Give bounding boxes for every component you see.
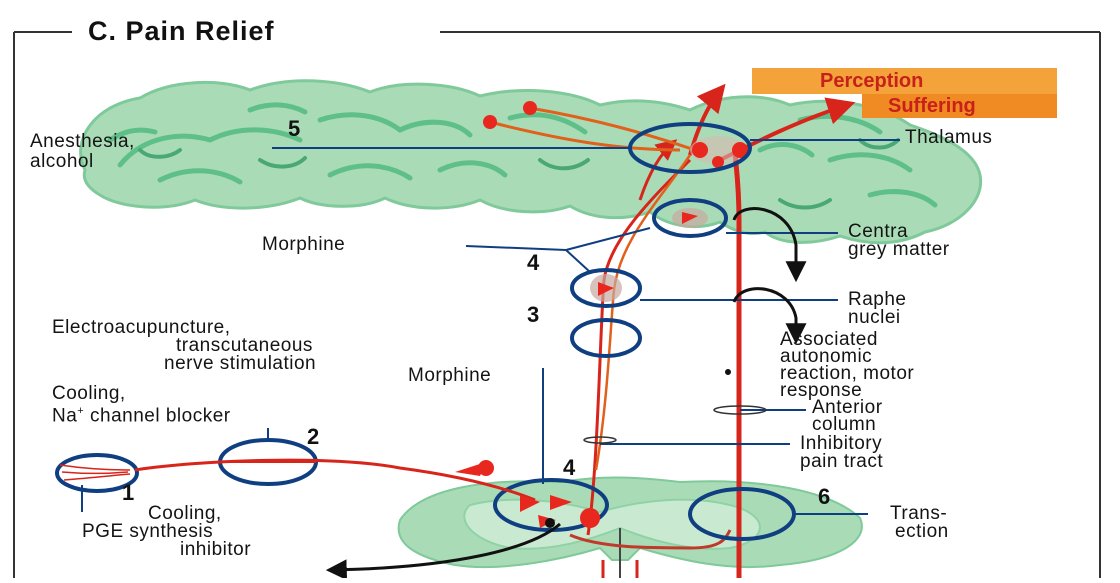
number-6: 6 [818,484,830,510]
spinal-cord-section [399,478,862,579]
diagram-title: C. Pain Relief [82,16,281,47]
na-text: Na [52,405,77,426]
cooling-na-label-line2: Na+ channel blocker [52,402,231,425]
channel-blocker-text: channel blocker [84,405,230,426]
anterior-column-label-line2: column [812,415,876,434]
grey-matter-clusters [590,208,708,302]
anesthesia-label-line1: Anesthesia, [30,132,135,151]
thalamus-label: Thalamus [905,128,992,147]
number-4-lower: 4 [563,455,575,481]
transection-label-line2: ection [895,522,949,541]
number-5: 5 [288,116,300,142]
central-grey-label-line2: grey matter [848,240,950,259]
suffering-label: Suffering [888,95,976,118]
number-2: 2 [307,424,319,450]
perception-label: Perception [820,70,923,93]
cooling-pge-label-line3: inhibitor [180,540,251,559]
number-4-upper: 4 [527,250,539,276]
inhibitory-tract-label-line2: pain tract [800,452,883,471]
number-1: 1 [122,480,134,506]
morphine-upper-label: Morphine [262,235,345,254]
anesthesia-label-line2: alcohol [30,152,94,171]
electro-label-line3: nerve stimulation [164,354,316,373]
morphine-lower-label: Morphine [408,366,491,385]
number-3: 3 [527,302,539,328]
cooling-na-label-line1: Cooling, [52,384,126,403]
raphe-label-line2: nuclei [848,308,901,327]
